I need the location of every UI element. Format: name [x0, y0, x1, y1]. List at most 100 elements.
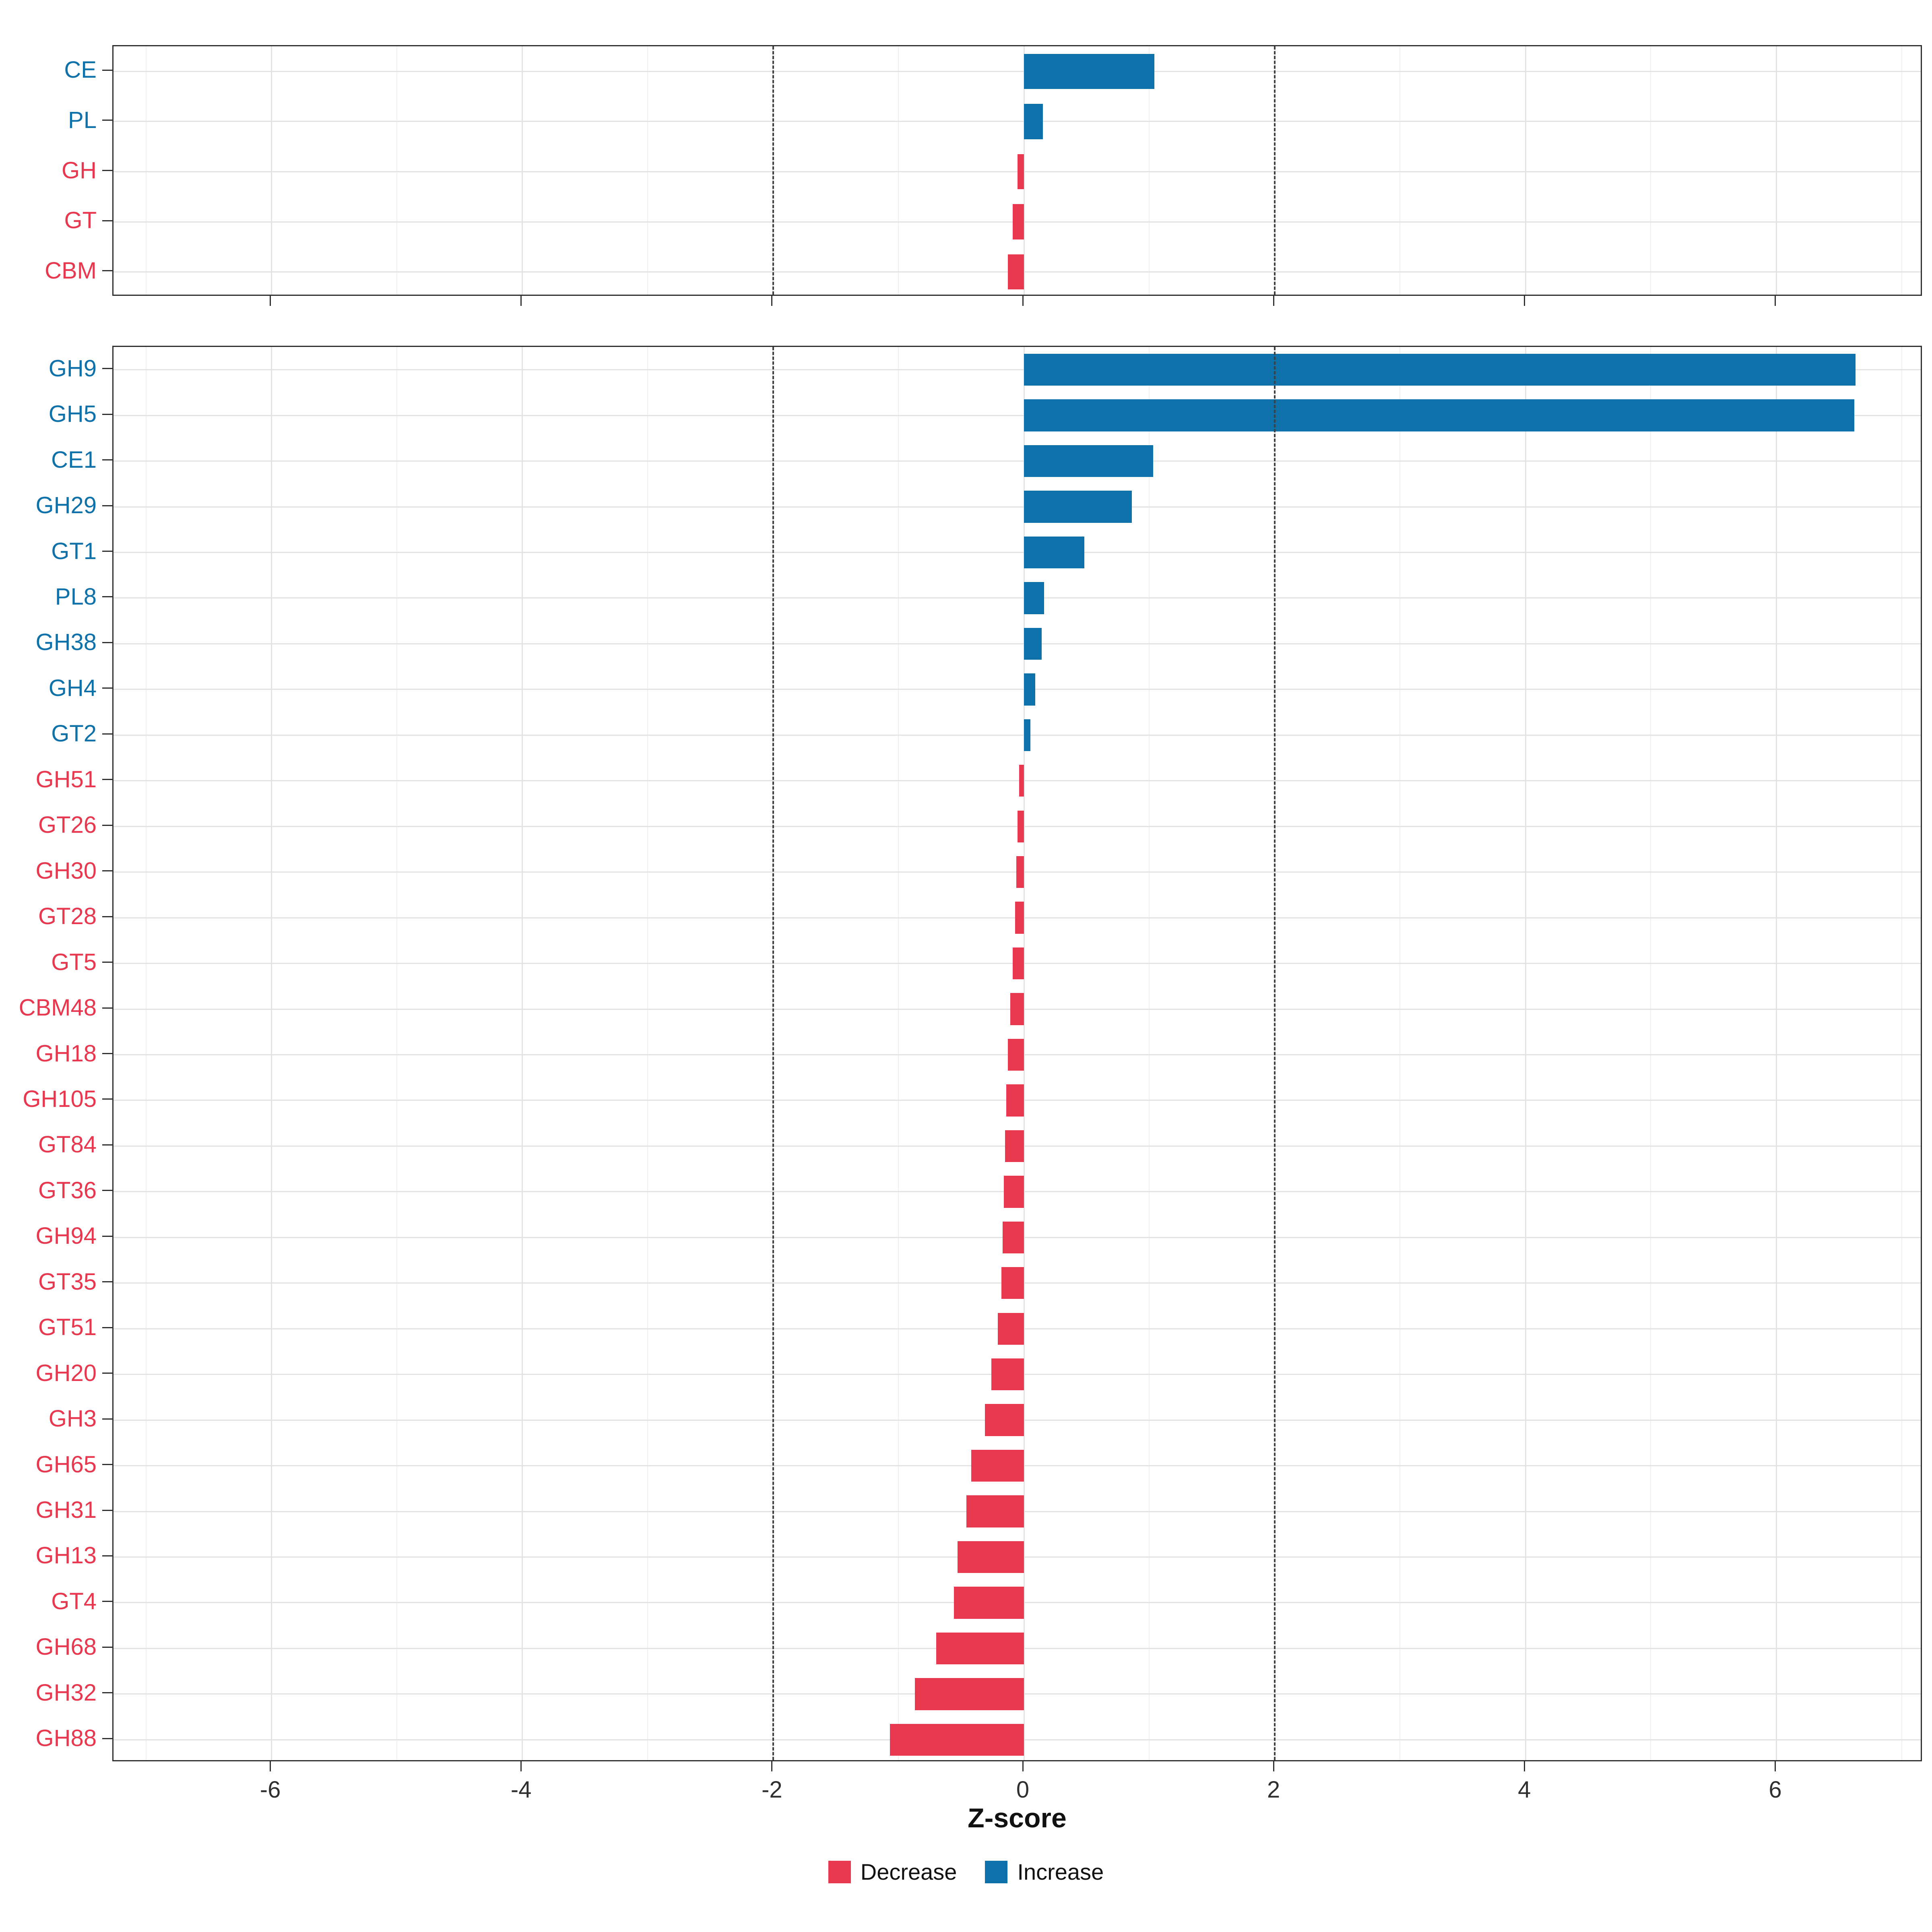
x-tick	[520, 296, 522, 306]
x-tick	[270, 296, 271, 306]
bar-CBM	[1007, 254, 1024, 290]
x-tick	[270, 1761, 271, 1771]
legend-label-decrease: Decrease	[860, 1859, 957, 1885]
bar-GH94	[1003, 1221, 1024, 1253]
y-axis-label: GH	[62, 157, 97, 184]
y-axis-label: CBM	[45, 257, 97, 284]
gridline-v-major	[1775, 46, 1777, 295]
y-tick	[102, 1327, 112, 1328]
y-tick	[102, 1053, 112, 1054]
y-tick	[102, 596, 112, 598]
y-axis-label: GT1	[51, 538, 97, 564]
legend-swatch-decrease	[828, 1860, 851, 1883]
gridline-v-minor	[1901, 46, 1902, 295]
y-tick	[102, 1509, 112, 1511]
bar-GT26	[1018, 810, 1024, 842]
x-tick	[1523, 1761, 1525, 1771]
gridline-v-minor	[1650, 347, 1651, 1760]
bar-GH51	[1019, 765, 1024, 797]
x-tick	[1774, 296, 1776, 306]
x-tick	[1774, 1761, 1776, 1771]
y-tick	[102, 870, 112, 872]
bar-GT	[1012, 204, 1024, 239]
gridline-v-minor	[898, 46, 899, 295]
gridline-v-minor	[1149, 347, 1150, 1760]
y-axis-label: GT35	[38, 1268, 97, 1295]
panel-cazyme-families	[112, 346, 1922, 1761]
x-tick-label: 6	[1769, 1777, 1782, 1803]
y-axis-label: GH13	[35, 1542, 97, 1569]
y-axis-label: GH5	[48, 401, 97, 427]
bar-GH30	[1016, 856, 1024, 888]
gridline-h	[114, 415, 1921, 416]
y-tick	[102, 1190, 112, 1191]
bar-CE1	[1024, 445, 1153, 477]
y-tick	[102, 459, 112, 461]
dashed-reference-line	[772, 347, 774, 1760]
gridline-v-major	[271, 46, 272, 295]
bar-GH38	[1024, 627, 1042, 660]
x-tick	[1523, 296, 1525, 306]
gridline-h	[114, 643, 1921, 644]
bar-PL8	[1024, 582, 1044, 614]
y-tick	[102, 69, 112, 71]
y-axis-label: GH9	[48, 355, 97, 382]
x-tick-label: 0	[1016, 1777, 1030, 1803]
x-tick-label: 4	[1518, 1777, 1531, 1803]
y-axis-label: GH4	[48, 675, 97, 701]
bar-GT28	[1015, 902, 1024, 934]
gridline-v-minor	[647, 347, 648, 1760]
dashed-reference-line	[1274, 46, 1276, 295]
y-axis-label: GT2	[51, 720, 97, 747]
y-tick	[102, 505, 112, 506]
gridline-v-minor	[1650, 46, 1651, 295]
bar-PL	[1024, 104, 1043, 139]
y-tick	[102, 1601, 112, 1602]
y-tick	[102, 1464, 112, 1466]
y-axis-label: GT5	[51, 949, 97, 975]
y-tick	[102, 1646, 112, 1648]
x-tick	[520, 1761, 522, 1771]
x-axis-title: Z-score	[968, 1803, 1067, 1833]
bar-CE	[1024, 54, 1155, 89]
gridline-v-minor	[145, 347, 147, 1760]
y-tick	[102, 270, 112, 272]
bar-GH13	[957, 1541, 1024, 1573]
gridline-v-major	[522, 347, 523, 1760]
y-tick	[102, 413, 112, 415]
dashed-reference-line	[1274, 347, 1276, 1760]
bar-GH3	[985, 1404, 1024, 1436]
gridline-h	[114, 369, 1921, 371]
y-tick	[102, 1555, 112, 1556]
y-tick	[102, 779, 112, 780]
bar-GH20	[991, 1358, 1024, 1391]
bar-GH31	[966, 1495, 1024, 1527]
gridline-v-major	[1525, 347, 1526, 1760]
y-axis-label: GT51	[38, 1314, 97, 1341]
y-axis-label: GH18	[35, 1040, 97, 1067]
x-tick	[1273, 1761, 1274, 1771]
gridline-v-minor	[1149, 46, 1150, 295]
x-tick	[1273, 296, 1274, 306]
x-tick	[1022, 1761, 1024, 1771]
x-tick	[771, 296, 773, 306]
bar-GH4	[1024, 673, 1036, 706]
x-tick-label: -2	[762, 1777, 782, 1803]
gridline-v-major	[1023, 347, 1025, 1760]
bar-GH65	[971, 1449, 1024, 1482]
bar-GT35	[1001, 1267, 1024, 1299]
bar-GH32	[914, 1678, 1024, 1710]
y-axis-label: GH88	[35, 1725, 97, 1752]
y-axis-label: GH51	[35, 766, 97, 793]
gridline-h	[114, 171, 1921, 172]
gridline-h	[114, 734, 1921, 736]
y-axis-label: GT28	[38, 903, 97, 930]
y-tick	[102, 733, 112, 735]
gridline-v-minor	[898, 347, 899, 1760]
gridline-v-minor	[647, 46, 648, 295]
y-tick	[102, 1235, 112, 1237]
gridline-h	[114, 506, 1921, 508]
y-tick	[102, 1007, 112, 1009]
y-tick	[102, 551, 112, 552]
